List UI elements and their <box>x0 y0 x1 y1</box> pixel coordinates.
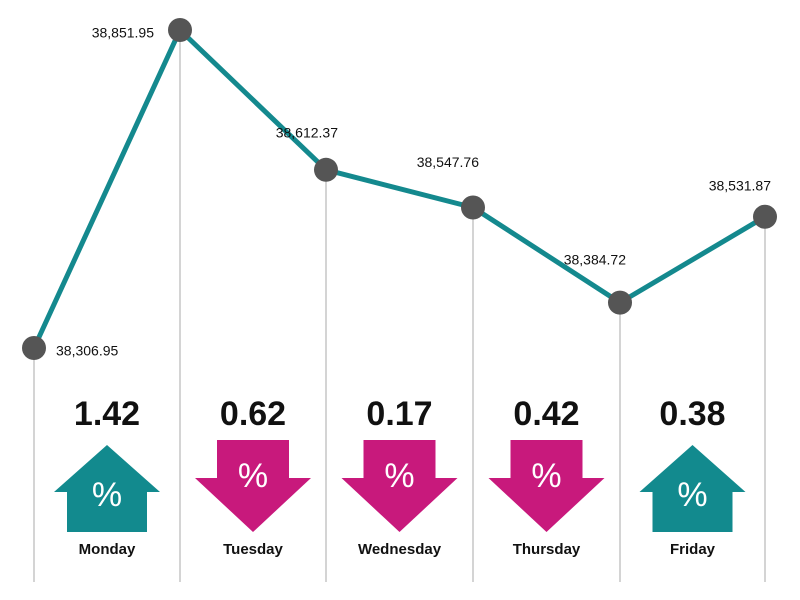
arrow-up <box>54 445 160 532</box>
value-label: 38,306.95 <box>56 343 118 359</box>
marker <box>753 204 777 229</box>
day-label: Wednesday <box>358 541 442 558</box>
value-label: 38,851.95 <box>92 25 154 41</box>
day-label: Thursday <box>513 541 581 558</box>
arrow-symbol: % <box>92 476 122 514</box>
value-label: 38,612.37 <box>276 124 338 140</box>
arrow-symbol: % <box>677 476 707 514</box>
day-label: Monday <box>79 541 136 558</box>
marker <box>461 195 485 220</box>
change-value: 0.62 <box>220 395 286 433</box>
change-value: 0.38 <box>659 395 725 433</box>
change-value: 0.17 <box>366 395 432 433</box>
arrow-symbol: % <box>384 457 414 495</box>
marker <box>168 18 192 42</box>
marker <box>608 290 632 315</box>
arrow-symbol: % <box>238 457 268 495</box>
value-label: 38,384.72 <box>564 251 626 267</box>
arrow-down <box>195 440 311 532</box>
value-label: 38,547.76 <box>417 154 479 170</box>
arrow-symbol: % <box>531 457 561 495</box>
arrow-up <box>639 445 746 532</box>
day-label: Tuesday <box>223 541 283 558</box>
line <box>31 27 767 350</box>
arrow-down <box>488 440 605 532</box>
change-value: 0.42 <box>513 395 579 433</box>
marker <box>22 336 46 360</box>
change-value: 1.42 <box>74 395 140 433</box>
marker <box>314 157 338 182</box>
arrow-down <box>341 440 458 532</box>
value-label: 38,531.87 <box>709 177 771 193</box>
day-label: Friday <box>670 541 716 558</box>
